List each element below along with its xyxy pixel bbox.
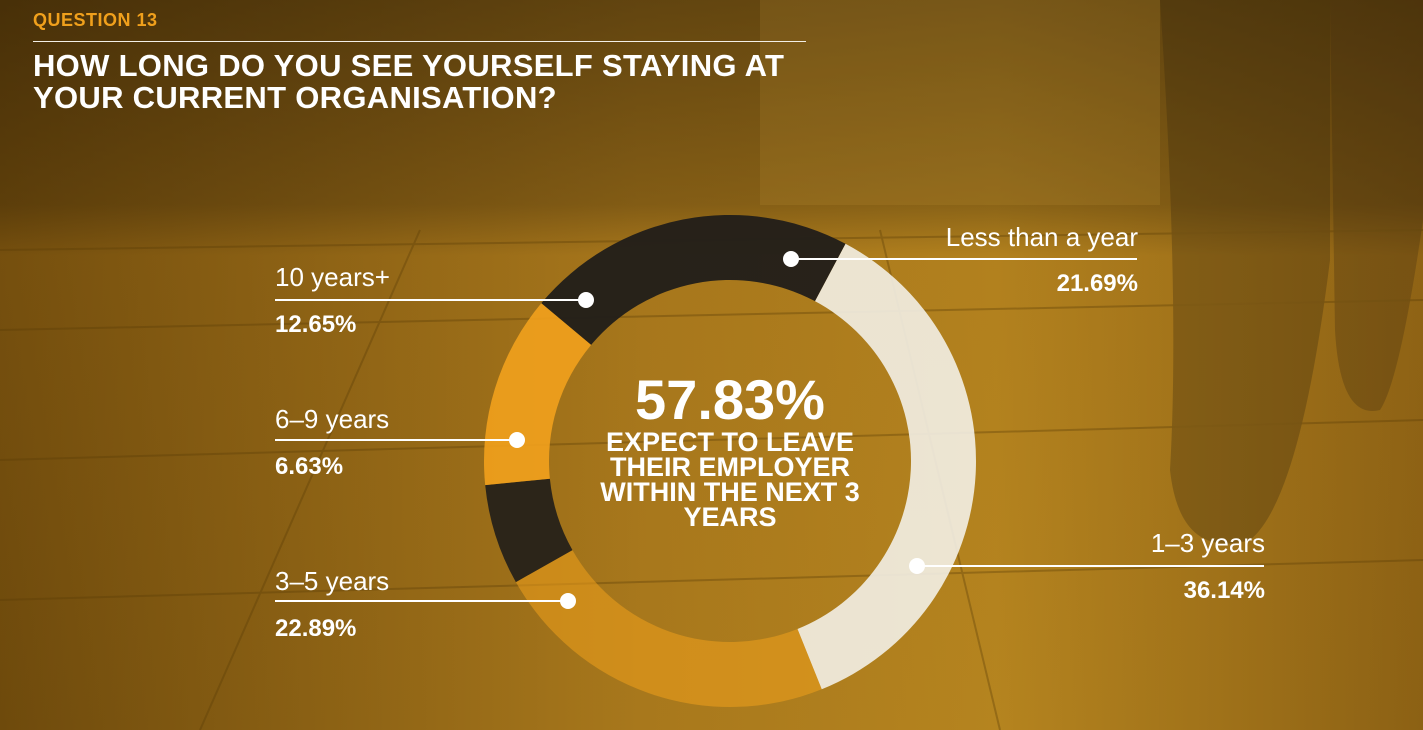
donut-slice-less-than-a-year (541, 215, 846, 345)
leader-dot-10-years (578, 292, 594, 308)
slice-label-3-5-years: 3–5 years (275, 566, 390, 596)
donut-slice-3-5-years (515, 550, 822, 707)
slice-value-10-years: 12.65% (275, 311, 357, 338)
leader-lines (275, 251, 1264, 609)
center-value: 57.83% (635, 368, 825, 431)
slice-label-1-3-years: 1–3 years (1150, 528, 1265, 558)
title-divider (33, 41, 806, 42)
leader-dot-6-9-years (509, 432, 525, 448)
donut-slice-1-3-years (797, 243, 976, 690)
slice-label-less-than-a-year: Less than a year (945, 222, 1138, 252)
question-label: QUESTION 13 (33, 10, 158, 30)
slice-label-10-years: 10 years+ (275, 262, 390, 292)
donut-slice-6-9-years (485, 478, 573, 583)
chart-title: HOW LONG DO YOU SEE YOURSELF STAYING AT … (33, 48, 785, 115)
slice-label-6-9-years: 6–9 years (275, 404, 390, 434)
center-caption: EXPECT TO LEAVE THEIR EMPLOYER WITHIN TH… (600, 427, 860, 532)
leader-dot-3-5-years (560, 593, 576, 609)
slice-value-3-5-years: 22.89% (275, 615, 357, 642)
leader-dot-1-3-years (909, 558, 925, 574)
slice-value-less-than-a-year: 21.69% (1056, 270, 1138, 297)
donut-chart (484, 215, 976, 707)
leader-dot-less-than-a-year (783, 251, 799, 267)
slice-value-6-9-years: 6.63% (275, 453, 344, 480)
slice-value-1-3-years: 36.14% (1183, 577, 1265, 604)
